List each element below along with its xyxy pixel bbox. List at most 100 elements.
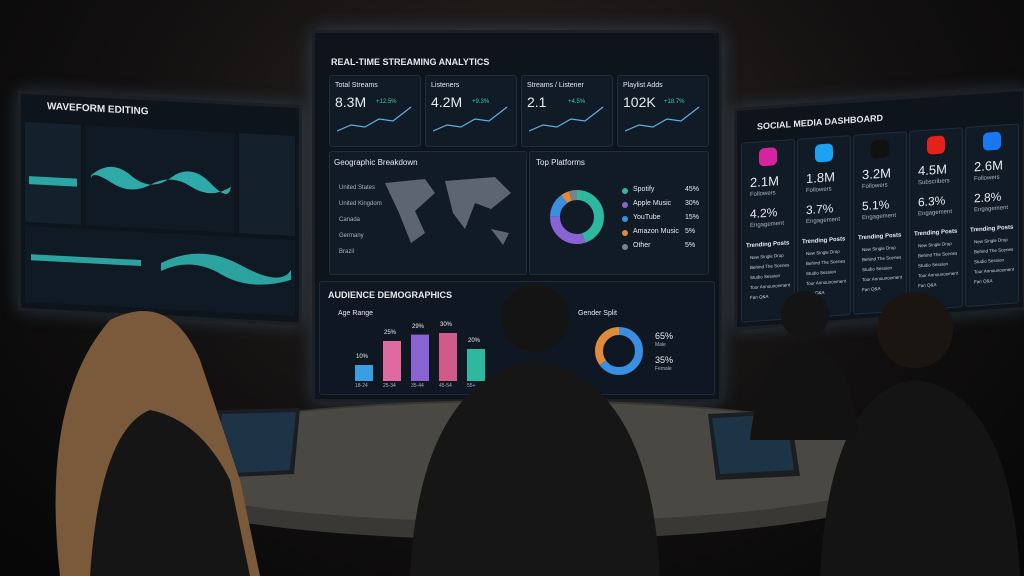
- donut-segment: [550, 190, 604, 244]
- follower-count: 2.1M: [750, 173, 779, 191]
- trending-post: Studio Session: [806, 269, 837, 277]
- platform-name: Other: [633, 242, 651, 249]
- trending-title: Trending Posts: [746, 240, 790, 250]
- kpi-change: +4.5%: [568, 99, 586, 105]
- bar-label: 29%: [412, 323, 425, 330]
- trending-post: New Single Drop: [974, 237, 1008, 245]
- follower-label: Subscribers: [918, 178, 950, 187]
- engagement-rate: 4.2%: [750, 205, 778, 222]
- trending-post: Tour Announcement: [974, 266, 1015, 275]
- kpi-value: 102K: [623, 94, 656, 110]
- bar-label: 10%: [356, 354, 369, 360]
- trending-title: Trending Posts: [970, 224, 1014, 234]
- platform-icon: [871, 139, 889, 159]
- panel-title: Age Range: [338, 310, 374, 317]
- trending-post: Behind The Scenes: [918, 250, 958, 259]
- gender-share: 35%: [655, 355, 674, 365]
- trending-post: Tour Announcement: [918, 270, 959, 279]
- trending-post: New Single Drop: [750, 252, 784, 261]
- platform-share: 45%: [685, 186, 700, 193]
- donut-segment: [550, 190, 604, 244]
- trending-title: Trending Posts: [914, 228, 958, 238]
- panel-title: Geographic Breakdown: [334, 158, 418, 167]
- bar-label: 30%: [440, 322, 453, 328]
- platform-icon: [983, 131, 1001, 151]
- trending-post: Tour Announcement: [750, 282, 791, 291]
- kpi-label: Playlist Adds: [623, 82, 663, 89]
- bar: [355, 365, 373, 381]
- trending-post: Fan Q&A: [974, 278, 993, 285]
- sparkline: [432, 106, 508, 132]
- platform-name: Spotify: [633, 186, 655, 193]
- platform-icon: [759, 147, 777, 167]
- screen-title: SOCIAL MEDIA DASHBOARD: [757, 112, 884, 132]
- engagement-label: Engagement: [862, 212, 897, 222]
- panel-title: Top Platforms: [536, 158, 585, 167]
- kpi-value: 2.1: [527, 94, 547, 110]
- follower-label: Followers: [750, 190, 776, 199]
- legend-dot: [622, 216, 628, 222]
- engagement-rate: 2.8%: [974, 189, 1002, 206]
- kpi-label: Listeners: [431, 82, 460, 89]
- follower-label: Followers: [806, 186, 832, 195]
- account-column: 3.2M Followers 5.1% Engagement Trending Post…: [853, 131, 907, 315]
- country-label: Germany: [339, 233, 364, 239]
- trending-post: Fan Q&A: [918, 282, 937, 289]
- trending-post: New Single Drop: [862, 244, 896, 253]
- donut-segment: [595, 327, 643, 375]
- account-column: 2.6M Followers 2.8% Engagement Trending Post…: [965, 123, 1019, 308]
- platform-name: YouTube: [633, 214, 661, 221]
- trending-post: Behind The Scenes: [806, 258, 846, 267]
- trending-post: Tour Announcement: [806, 278, 847, 287]
- follower-count: 3.2M: [862, 165, 891, 183]
- country-label: United States: [339, 185, 376, 191]
- bar-label: 25%: [384, 330, 397, 336]
- trending-post: Behind The Scenes: [862, 254, 902, 263]
- trending-title: Trending Posts: [802, 236, 846, 246]
- trending-post: New Single Drop: [806, 248, 840, 257]
- follower-label: Followers: [974, 174, 1000, 183]
- engagement-label: Engagement: [750, 220, 785, 230]
- panel-title: AUDIENCE DEMOGRAPHICS: [328, 290, 453, 300]
- trending-post: Fan Q&A: [750, 293, 769, 301]
- platform-share: 15%: [685, 214, 700, 221]
- x-tick-label: 18-24: [355, 383, 368, 389]
- engagement-rate: 5.1%: [862, 197, 890, 214]
- screen-title: REAL-TIME STREAMING ANALYTICS: [331, 57, 490, 67]
- engagement-label: Engagement: [974, 205, 1009, 214]
- country-label: Canada: [339, 217, 361, 223]
- account-column: 2.1M Followers 4.2% Engagement Trending Post…: [741, 138, 795, 323]
- engagement-rate: 3.7%: [806, 201, 834, 218]
- platform-icon: [815, 143, 833, 163]
- kpi-card: Streams / Listener 2.1 +4.5%: [521, 75, 613, 147]
- platform-name: Apple Music: [633, 200, 672, 207]
- bar: [383, 341, 401, 381]
- kpi-value: 4.2M: [431, 94, 463, 110]
- platform-icon: [927, 135, 945, 155]
- engagement-rate: 6.3%: [918, 193, 946, 210]
- waveform-art: [25, 121, 295, 317]
- trending-post: Studio Session: [862, 265, 893, 273]
- bar: [411, 334, 429, 381]
- gender-share: 65%: [655, 331, 674, 341]
- platform-name: Amazon Music: [633, 228, 679, 235]
- world-map: [385, 177, 511, 245]
- engagement-label: Engagement: [918, 208, 953, 218]
- x-tick-label: 35-44: [411, 383, 424, 389]
- trending-post: Studio Session: [750, 272, 781, 281]
- kpi-change: +12.5%: [376, 99, 397, 105]
- sparkline: [528, 106, 604, 132]
- legend-dot: [622, 202, 628, 208]
- trending-post: Behind The Scenes: [750, 262, 790, 271]
- trending-post: Behind The Scenes: [974, 246, 1014, 255]
- x-tick-label: 55+: [467, 383, 476, 389]
- bar: [439, 333, 457, 381]
- trending-post: Tour Announcement: [862, 274, 903, 283]
- trending-post: Fan Q&A: [806, 289, 825, 297]
- x-tick-label: 45-54: [439, 383, 452, 389]
- kpi-change: +9.3%: [472, 99, 490, 105]
- account-column: 4.5M Subscribers 6.3% Engagement Trending Po…: [909, 127, 963, 311]
- trending-post: Studio Session: [974, 257, 1005, 265]
- follower-count: 2.6M: [974, 157, 1003, 175]
